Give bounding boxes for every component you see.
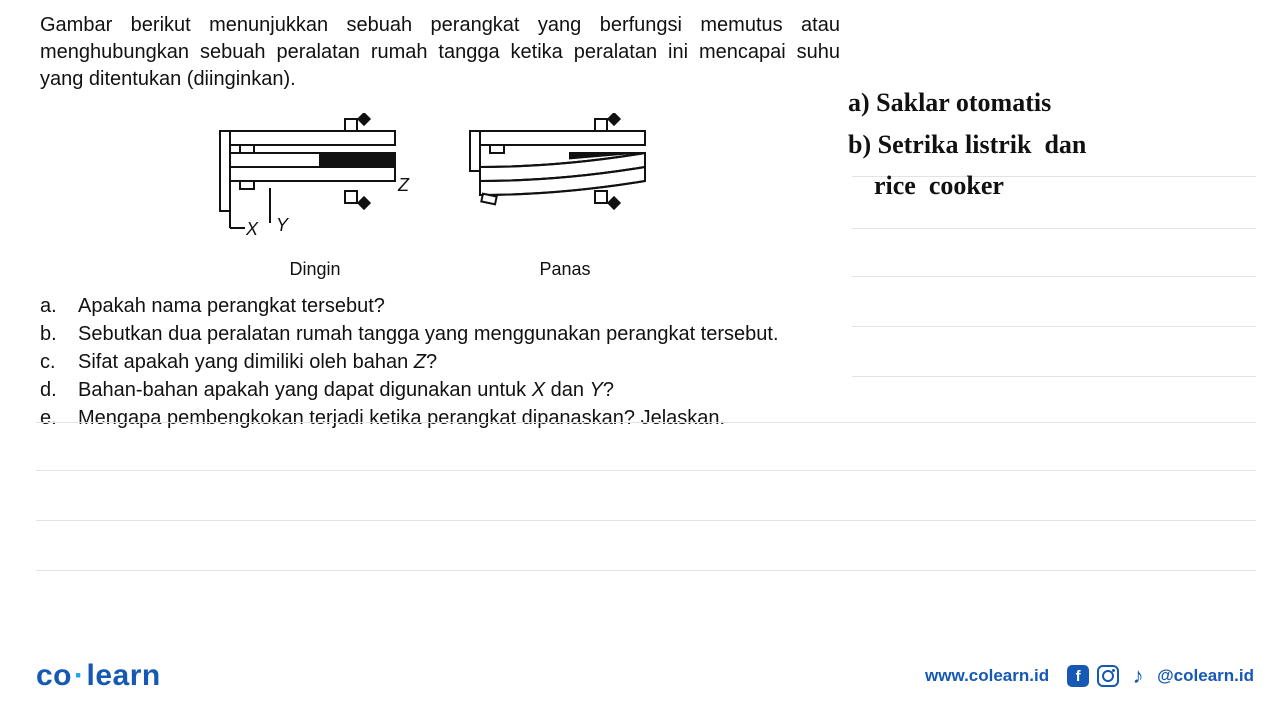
ruled-line [36, 520, 1256, 521]
ruled-line [36, 422, 1256, 423]
logo-right: learn [87, 659, 161, 692]
facebook-icon[interactable]: f [1067, 665, 1089, 687]
instagram-icon[interactable] [1097, 665, 1119, 687]
footer-handle[interactable]: @colearn.id [1157, 666, 1254, 686]
ruled-line [852, 276, 1256, 277]
footer: co·learn www.colearn.id f ♪ @colearn.id [36, 660, 1254, 692]
logo-dot: · [72, 659, 87, 692]
logo-left: co [36, 659, 72, 692]
footer-right: www.colearn.id f ♪ @colearn.id [925, 665, 1254, 687]
page: Gambar berikut menunjukkan sebuah perang… [0, 0, 1280, 720]
tiktok-icon[interactable]: ♪ [1127, 665, 1149, 687]
hw-line-2: b) Setrika listrik dan [848, 124, 1086, 166]
footer-url[interactable]: www.colearn.id [925, 666, 1049, 686]
intro-text: Gambar berikut menunjukkan sebuah perang… [40, 12, 840, 93]
ruled-line [36, 470, 1256, 471]
ruled-lines-layer [36, 176, 1256, 640]
ruled-line [852, 326, 1256, 327]
ruled-line [852, 376, 1256, 377]
social-icons: f ♪ @colearn.id [1067, 665, 1254, 687]
handwritten-answers: a) Saklar otomatis b) Setrika listrik da… [848, 82, 1086, 207]
hw-line-3: rice cooker [848, 165, 1086, 207]
brand-logo: co·learn [36, 659, 161, 693]
ruled-line [852, 228, 1256, 229]
hw-line-1: a) Saklar otomatis [848, 82, 1086, 124]
ruled-line [36, 570, 1256, 571]
